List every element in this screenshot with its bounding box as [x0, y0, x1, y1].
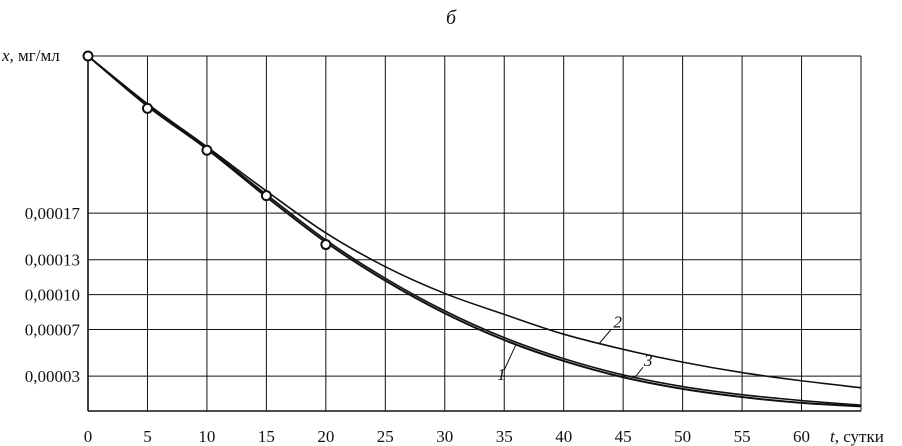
x-axis-unit: , сутки: [835, 427, 884, 446]
series-line-1: [87, 55, 862, 408]
x-tick-label: 55: [734, 427, 751, 446]
curve-label-1: 1: [497, 365, 506, 384]
x-tick-label: 35: [496, 427, 513, 446]
x-axis-title: t, сутки: [830, 427, 884, 446]
series-line-3: [87, 55, 862, 406]
x-axis-variable: t: [830, 427, 836, 446]
axis-ticks: 0 5 10 15 20 25 30 35 40 45 50 55 60 0,00003 0,00007 0,…: [25, 204, 810, 446]
series-line-2: [87, 55, 862, 389]
chart-title: б: [446, 7, 457, 29]
y-tick-label: 0,00003: [25, 367, 80, 386]
curve-label-2: 2: [613, 312, 622, 331]
observed-points: [82, 50, 332, 251]
observed-point: [320, 239, 332, 251]
svg-text:x, мг/мл: x, мг/мл: [1, 46, 60, 65]
curve-label-leader: [598, 328, 612, 344]
x-tick-label: 20: [317, 427, 334, 446]
series-lines: [87, 55, 862, 408]
y-axis-title: x, мг/мл: [1, 46, 60, 65]
x-tick-label: 45: [615, 427, 632, 446]
x-tick-label: 0: [84, 427, 93, 446]
curve-label-leader: [634, 366, 644, 378]
y-axis-variable: x: [1, 46, 10, 65]
y-tick-label: 0,00010: [25, 286, 80, 305]
x-tick-label: 40: [555, 427, 572, 446]
curve-label-3: 3: [643, 351, 653, 370]
curve-labels: 1 2 3: [497, 312, 652, 384]
svg-text:t, сутки: t, сутки: [830, 427, 884, 446]
y-tick-label: 0,00007: [25, 321, 81, 340]
x-tick-label: 10: [198, 427, 215, 446]
y-axis-unit: , мг/мл: [10, 46, 61, 65]
x-tick-label: 25: [377, 427, 394, 446]
x-tick-label: 30: [436, 427, 453, 446]
y-tick-label: 0,00017: [25, 204, 81, 223]
grid: [87, 55, 862, 412]
x-tick-label: 5: [143, 427, 152, 446]
y-tick-label: 0,00013: [25, 251, 80, 270]
observed-point: [260, 190, 272, 202]
observed-point: [141, 102, 153, 114]
observed-point: [201, 144, 213, 156]
observed-point: [82, 50, 94, 62]
curve-label-leader: [503, 343, 517, 371]
x-tick-label: 15: [258, 427, 275, 446]
x-tick-label: 50: [674, 427, 691, 446]
x-tick-label: 60: [793, 427, 810, 446]
